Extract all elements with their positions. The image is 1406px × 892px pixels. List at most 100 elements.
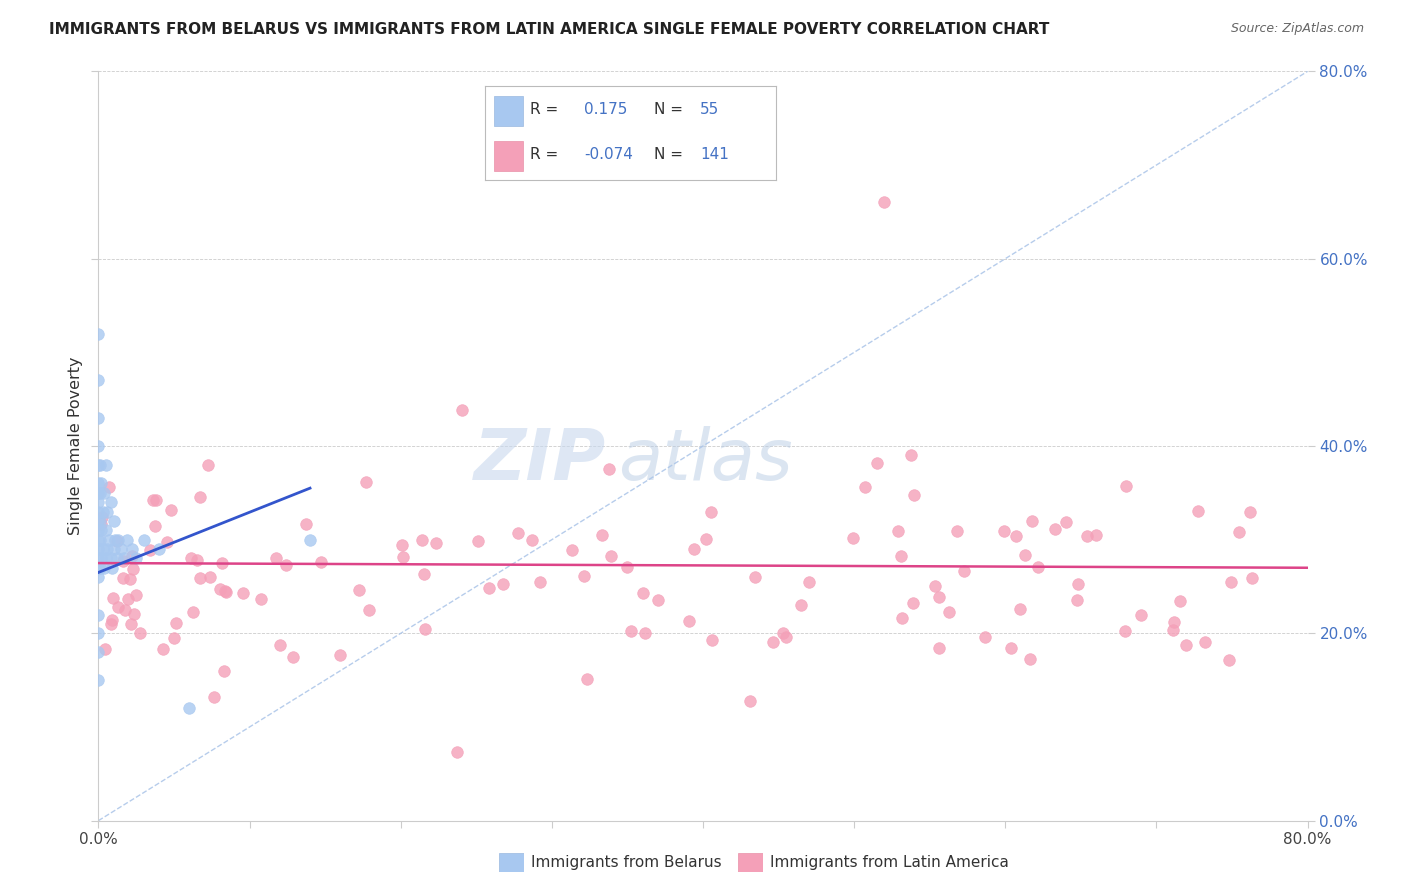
Point — [87, 411, 110, 425]
Point — [89, 458, 111, 472]
Point — [1240, 571, 1263, 585]
Point — [1161, 623, 1184, 637]
Point — [873, 195, 896, 210]
Point — [467, 533, 489, 548]
Point — [738, 694, 761, 708]
Point — [87, 551, 110, 566]
Point — [145, 492, 167, 507]
Point — [152, 641, 174, 656]
Point — [772, 626, 794, 640]
Point — [1174, 638, 1197, 652]
Point — [120, 572, 142, 586]
Point — [744, 570, 766, 584]
Point — [478, 581, 501, 595]
Point — [91, 542, 114, 557]
Point — [1220, 575, 1243, 590]
Point — [451, 403, 474, 417]
Point — [520, 533, 543, 547]
Text: Immigrants from Latin America: Immigrants from Latin America — [770, 855, 1010, 870]
Point — [347, 582, 370, 597]
Point — [87, 486, 110, 500]
Point — [87, 561, 110, 575]
Point — [974, 630, 997, 644]
Point — [232, 586, 254, 600]
Point — [121, 542, 143, 557]
Point — [94, 524, 117, 538]
Point — [634, 625, 657, 640]
Point — [132, 533, 155, 547]
Point — [90, 524, 112, 538]
Point — [90, 516, 112, 531]
Point — [683, 541, 706, 556]
Point — [1014, 548, 1036, 562]
Point — [600, 549, 623, 564]
Point — [160, 502, 183, 516]
Point — [900, 449, 922, 463]
Point — [103, 542, 125, 557]
Point — [1130, 608, 1153, 623]
Point — [98, 533, 121, 547]
Point — [87, 645, 110, 659]
Point — [105, 551, 128, 566]
Point — [101, 613, 124, 627]
Point — [1239, 505, 1261, 519]
Point — [211, 556, 233, 570]
Point — [529, 575, 551, 590]
Point — [309, 555, 332, 569]
Point — [1005, 528, 1028, 542]
Point — [107, 600, 129, 615]
Point — [392, 550, 415, 565]
Point — [104, 533, 127, 547]
Point — [142, 493, 165, 508]
Point — [90, 551, 112, 566]
Point — [591, 528, 613, 542]
Point — [96, 542, 118, 557]
Point — [775, 630, 797, 644]
Point — [87, 326, 110, 341]
Point — [492, 577, 515, 591]
Point — [87, 607, 110, 622]
Point — [1194, 634, 1216, 648]
Point — [1021, 515, 1043, 529]
Point — [1163, 615, 1185, 630]
Point — [180, 550, 202, 565]
Point — [87, 542, 110, 557]
Point — [89, 514, 111, 528]
Point — [87, 476, 110, 491]
Point — [702, 632, 724, 647]
Point — [139, 542, 162, 557]
Point — [576, 672, 599, 686]
Point — [112, 571, 135, 585]
Point — [886, 524, 908, 538]
Point — [197, 458, 219, 472]
Point — [508, 526, 530, 541]
Point — [1084, 527, 1107, 541]
Point — [89, 486, 111, 500]
Point — [953, 564, 976, 578]
Point — [1019, 652, 1042, 666]
Point — [111, 554, 134, 568]
Point — [100, 495, 122, 509]
Point — [797, 575, 820, 590]
Point — [87, 505, 110, 519]
Y-axis label: Single Female Poverty: Single Female Poverty — [67, 357, 83, 535]
Point — [143, 519, 166, 533]
Point — [1114, 624, 1136, 638]
Point — [103, 591, 125, 605]
Point — [269, 639, 291, 653]
Point — [87, 439, 110, 453]
Point — [87, 458, 110, 472]
Point — [1043, 522, 1066, 536]
Point — [215, 585, 238, 599]
Point — [891, 611, 914, 625]
Point — [1218, 653, 1240, 667]
Point — [274, 558, 297, 572]
Point — [1115, 479, 1137, 493]
Point — [93, 641, 115, 656]
Text: ZIP: ZIP — [474, 426, 606, 495]
Point — [125, 588, 148, 602]
Point — [94, 458, 117, 472]
Point — [129, 626, 152, 640]
Point — [789, 598, 811, 612]
Text: IMMIGRANTS FROM BELARUS VS IMMIGRANTS FROM LATIN AMERICA SINGLE FEMALE POVERTY C: IMMIGRANTS FROM BELARUS VS IMMIGRANTS FR… — [49, 22, 1050, 37]
